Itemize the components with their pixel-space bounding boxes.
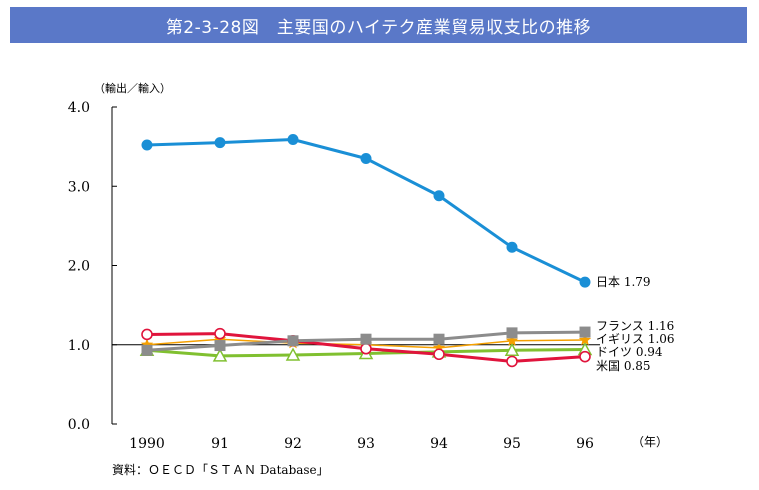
y-tick-label: 3.0 bbox=[68, 179, 90, 195]
data-point-japan bbox=[287, 133, 299, 145]
data-point-france bbox=[433, 333, 445, 345]
series-label-uk: イギリス 1.06 bbox=[596, 332, 675, 346]
data-point-germany bbox=[504, 342, 520, 357]
data-point-uk bbox=[505, 334, 519, 346]
data-point-us bbox=[214, 327, 226, 340]
y-tick-label: 4.0 bbox=[68, 100, 90, 116]
data-point-uk bbox=[578, 333, 592, 346]
data-point-japan bbox=[360, 153, 372, 165]
series-lines bbox=[146, 137, 586, 363]
data-point-france bbox=[579, 326, 591, 338]
data-point-japan bbox=[214, 137, 226, 149]
x-tick-label: 95 bbox=[503, 436, 521, 452]
data-point-japan bbox=[579, 276, 591, 288]
y-axis-label: （輸出／輸入） bbox=[94, 81, 171, 95]
data-point-france bbox=[360, 333, 372, 345]
data-point-germany bbox=[285, 347, 301, 361]
y-tick-label: 1.0 bbox=[68, 338, 90, 354]
data-point-us bbox=[579, 350, 591, 363]
series-label-germany: ドイツ 0.94 bbox=[596, 345, 663, 359]
data-point-japan bbox=[433, 190, 445, 202]
series-label-us: 米国 0.85 bbox=[596, 359, 651, 373]
chart-title: 第2-3-28図 主要国のハイテク産業貿易収支比の推移 bbox=[10, 7, 747, 43]
x-tick-label: 94 bbox=[430, 436, 448, 452]
data-point-us bbox=[433, 348, 445, 361]
y-tick-label: 2.0 bbox=[68, 259, 90, 275]
source-note: 資料：ＯＥＣＤ「ＳＴＡＮ Database」 bbox=[112, 463, 329, 477]
series-markers bbox=[139, 133, 593, 368]
series-label-japan: 日本 1.79 bbox=[596, 275, 651, 289]
x-tick-label: 96 bbox=[576, 436, 594, 452]
data-point-us bbox=[141, 328, 153, 341]
x-axis-label: （年） bbox=[632, 435, 668, 449]
x-tick-label: 92 bbox=[284, 436, 302, 452]
series-label-france: フランス 1.16 bbox=[596, 319, 674, 333]
data-point-us bbox=[360, 342, 372, 355]
x-tick-label: 1990 bbox=[129, 436, 165, 452]
data-point-japan bbox=[141, 139, 153, 151]
data-point-france bbox=[214, 340, 226, 352]
data-point-uk bbox=[432, 341, 446, 354]
data-point-france bbox=[287, 335, 299, 347]
data-point-france bbox=[506, 327, 518, 339]
x-tick-label: 91 bbox=[211, 436, 229, 452]
y-tick-label: 0.0 bbox=[68, 417, 90, 433]
data-point-japan bbox=[506, 241, 518, 253]
data-point-uk bbox=[140, 338, 154, 350]
axes: 0.0 1.0 2.0 3.0 4.0 （輸出／輸入） 1990 91 92 93 94 95 96 （年… bbox=[68, 81, 668, 452]
data-point-us bbox=[506, 355, 518, 368]
data-point-germany bbox=[212, 348, 228, 362]
data-point-france bbox=[141, 344, 153, 356]
x-tick-label: 93 bbox=[357, 436, 375, 452]
